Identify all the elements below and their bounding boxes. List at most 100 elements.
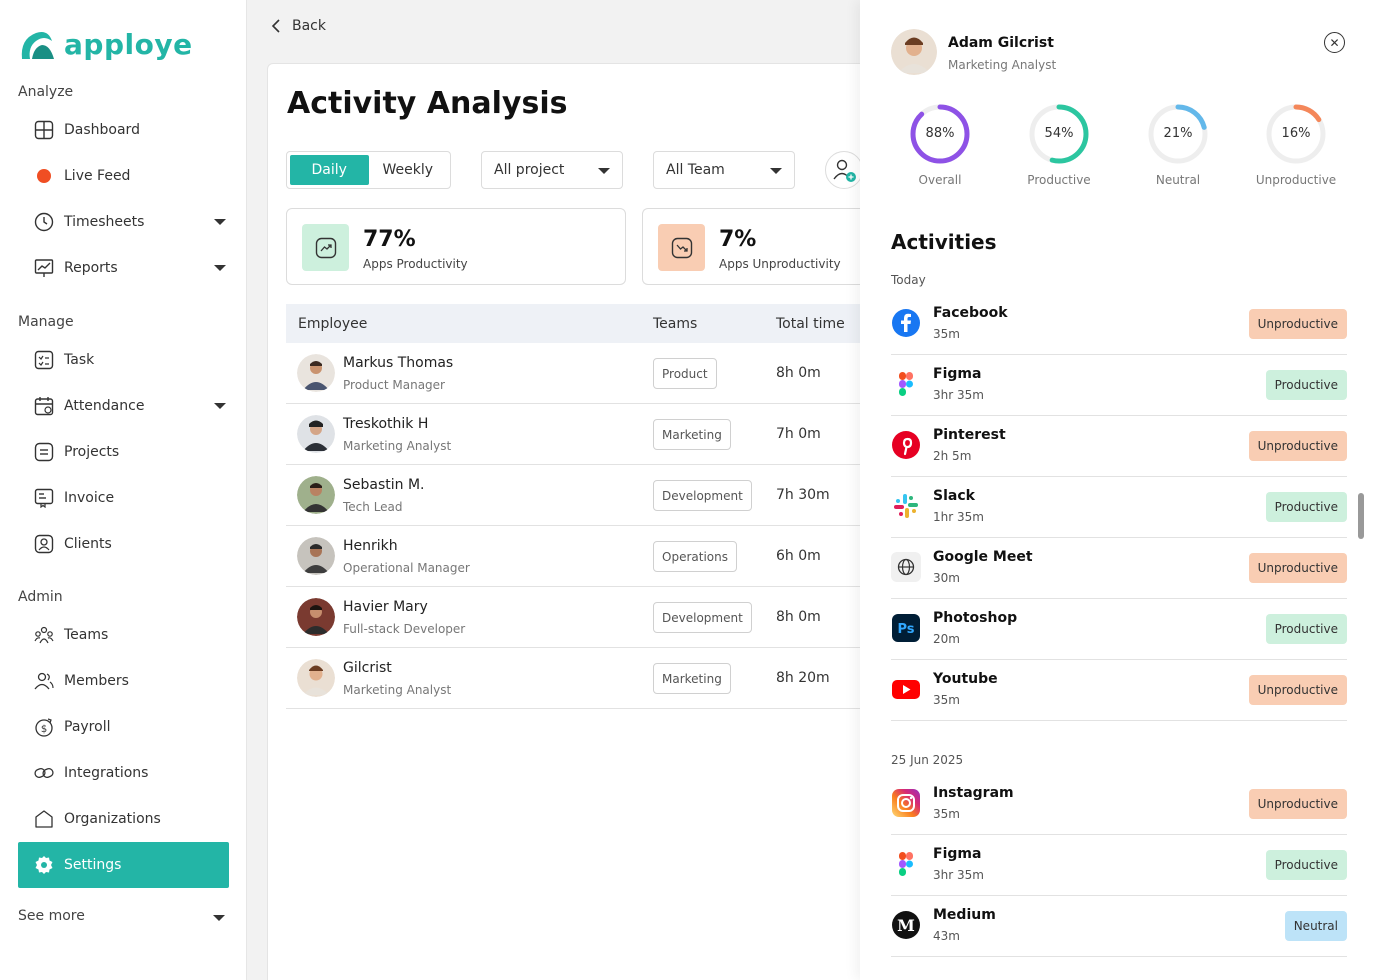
status-badge: Productive [1265, 370, 1347, 400]
sidebar-item-settings[interactable]: Settings [18, 842, 229, 888]
total-time: 8h 0m [776, 365, 821, 381]
activity-item[interactable]: Figma 3hr 35m Productive [891, 355, 1347, 416]
sidebar-item-integrations[interactable]: Integrations [34, 755, 230, 791]
avatar [297, 354, 335, 392]
team-badge: Development [653, 480, 752, 511]
weekly-option[interactable]: Weekly [382, 162, 434, 178]
employee-name: Treskothik H [343, 416, 429, 432]
total-time: 8h 20m [776, 670, 830, 686]
team-dropdown-value: All Team [666, 162, 725, 178]
back-button[interactable]: Back [270, 18, 326, 34]
globe-icon [891, 552, 921, 582]
team-badge: Operations [653, 541, 737, 572]
employee-role: Full-stack Developer [343, 622, 466, 636]
svg-text:Ps: Ps [897, 622, 914, 637]
sidebar-item-organizations[interactable]: Organizations [34, 801, 230, 837]
brand-name: apploye [64, 28, 193, 61]
sidebar-item-members[interactable]: Members [34, 663, 230, 699]
sidebar-item-payroll[interactable]: $ Payroll [34, 709, 230, 745]
sidebar-item-reports[interactable]: Reports [34, 250, 230, 286]
chevron-down-icon[interactable] [214, 265, 226, 271]
sidebar-item-live-feed[interactable]: Live Feed [34, 158, 230, 194]
activity-item[interactable]: Ps Photoshop 20m Productive [891, 599, 1347, 660]
activity-duration: 3hr 35m [933, 868, 984, 882]
employee-name: Gilcrist [343, 660, 392, 676]
table-row[interactable]: Sebastin M. Tech Lead Development 7h 30m [286, 465, 866, 526]
team-dropdown[interactable]: All Team [653, 151, 795, 189]
avatar [297, 537, 335, 575]
organizations-icon [34, 809, 54, 829]
project-dropdown-value: All project [494, 162, 565, 178]
activity-duration: 2h 5m [933, 449, 972, 463]
sidebar-item-label: Teams [64, 627, 109, 643]
sidebar-item-task[interactable]: Task [34, 342, 230, 378]
logo[interactable]: apploye [18, 28, 193, 61]
dashboard-icon [34, 120, 54, 140]
total-time-column-header[interactable]: Total time [776, 316, 845, 332]
activity-item[interactable]: M Medium 43m Neutral [891, 896, 1347, 957]
status-badge: Unproductive [1248, 553, 1347, 583]
activity-item[interactable]: Instagram 35m Unproductive [891, 774, 1347, 835]
table-row[interactable]: Treskothik H Marketing Analyst Marketing… [286, 404, 866, 465]
activity-item[interactable]: Figma 3hr 35m Productive [891, 835, 1347, 896]
activity-name: Figma [933, 366, 982, 382]
today-label: Today [891, 273, 926, 287]
avatar [297, 598, 335, 636]
photoshop-icon: Ps [891, 613, 921, 643]
status-badge: Neutral [1284, 911, 1347, 941]
activity-item[interactable]: Slack 1hr 35m Productive [891, 477, 1347, 538]
sidebar-item-attendance[interactable]: Attendance [34, 388, 230, 424]
table-row[interactable]: Henrikh Operational Manager Operations 6… [286, 526, 866, 587]
chevron-down-icon[interactable] [214, 403, 226, 409]
neutral-ring [1148, 104, 1208, 164]
sidebar-item-projects[interactable]: Projects [34, 434, 230, 470]
status-badge: Productive [1265, 850, 1347, 880]
profile-name: Adam Gilcrist [948, 35, 1054, 51]
activity-duration: 35m [933, 807, 960, 821]
gear-icon [34, 855, 54, 875]
payroll-icon: $ [34, 717, 54, 737]
productive-label: Productive [1027, 173, 1091, 187]
members-icon [34, 671, 54, 691]
panel-scrollbar[interactable] [1358, 493, 1364, 539]
chevron-left-icon [271, 19, 280, 33]
table-row[interactable]: Havier Mary Full-stack Developer Develop… [286, 587, 866, 648]
sidebar-item-invoice[interactable]: Invoice [34, 480, 230, 516]
productivity-value: 77% [363, 227, 416, 252]
sidebar-item-teams[interactable]: Teams [34, 617, 230, 653]
teams-icon [34, 625, 54, 645]
employee-column-header[interactable]: Employee [298, 316, 368, 332]
sidebar-item-label: Dashboard [64, 122, 140, 138]
table-row[interactable]: Gilcrist Marketing Analyst Marketing 8h … [286, 648, 866, 709]
activity-name: Google Meet [933, 549, 1033, 565]
daily-option[interactable]: Daily [290, 155, 369, 185]
client-icon [34, 534, 54, 554]
activity-item[interactable]: Facebook 35m Unproductive [891, 294, 1347, 355]
team-badge: Marketing [653, 663, 731, 694]
chevron-down-icon[interactable] [214, 219, 226, 225]
employee-role: Tech Lead [343, 500, 403, 514]
sidebar-item-timesheets[interactable]: Timesheets [34, 204, 230, 240]
activity-item[interactable]: Pinterest 2h 5m Unproductive [891, 416, 1347, 477]
add-user-button[interactable] [825, 151, 863, 189]
project-dropdown[interactable]: All project [481, 151, 623, 189]
table-row[interactable]: Markus Thomas Product Manager Product 8h… [286, 343, 866, 404]
employee-role: Operational Manager [343, 561, 470, 575]
close-button[interactable]: ✕ [1324, 32, 1345, 53]
activity-duration: 35m [933, 327, 960, 341]
section-manage: Manage [18, 314, 74, 330]
avatar [297, 476, 335, 514]
sidebar-item-clients[interactable]: Clients [34, 526, 230, 562]
sidebar-item-dashboard[interactable]: Dashboard [34, 112, 230, 148]
employee-role: Marketing Analyst [343, 439, 452, 453]
status-badge: Productive [1265, 614, 1347, 644]
sidebar-item-label: Projects [64, 444, 120, 460]
teams-column-header[interactable]: Teams [653, 316, 698, 332]
ring-progress [1148, 104, 1208, 164]
integrations-icon [34, 763, 54, 783]
see-more-toggle[interactable]: See more [18, 908, 229, 924]
chevron-down-icon [770, 168, 782, 174]
activity-name: Figma [933, 846, 982, 862]
activity-item[interactable]: Google Meet 30m Unproductive [891, 538, 1347, 599]
activity-item[interactable]: Youtube 35m Unproductive [891, 660, 1347, 721]
